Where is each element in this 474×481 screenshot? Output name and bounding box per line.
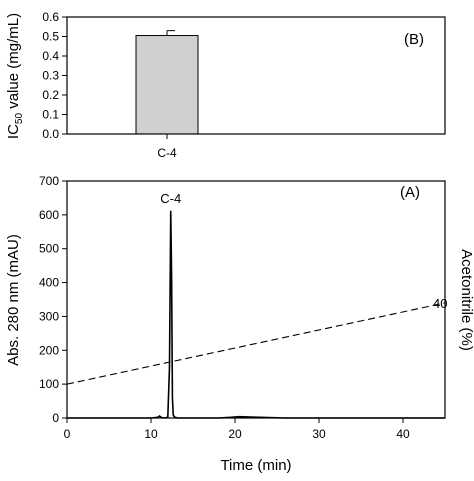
- panel-a-ytick-label: 300: [39, 309, 59, 323]
- panel-b-ylabel: IC50 value (mg/mL): [5, 13, 25, 139]
- panel-a-ylabel: Abs. 280 nm (mAU): [5, 234, 22, 366]
- panel-a-ytick-label: 700: [39, 174, 59, 188]
- panel-b-xticks: C-4: [157, 134, 177, 160]
- panel-a-xticks: 0 10 20 30 40: [64, 418, 410, 441]
- panel-a-label: (A): [400, 184, 420, 201]
- panel-a-frame: [66, 180, 446, 419]
- panel-a-ytick-label: 500: [39, 242, 59, 256]
- panel-a-xtick-label: 40: [396, 427, 410, 441]
- panel-b-bars: [135, 35, 199, 135]
- panel-a-y2label: Acetonitrile (%): [458, 249, 474, 351]
- panel-a: 0 100 200 300 400 500 600 700 0 10 20 30 40 (A) C-4…: [5, 174, 474, 474]
- panel-b: 0.0 0.1 0.2 0.3 0.4 0.5 0.6 C-4 (B) IC50 value…: [5, 10, 446, 160]
- panel-b-label: (B): [404, 31, 424, 48]
- panel-a-yticks: 0 100 200 300 400 500 600 700: [39, 174, 67, 425]
- panel-a-xtick-label: 20: [228, 427, 242, 441]
- panel-a-xtick-label: 0: [64, 427, 71, 441]
- panel-a-ytick-label: 200: [39, 343, 59, 357]
- panel-b-xtick-label: C-4: [157, 146, 177, 160]
- panel-a-lines: [66, 210, 446, 419]
- peak-label: C-4: [160, 191, 181, 206]
- panel-a-xtick-label: 10: [144, 427, 158, 441]
- panel-a-ytick-label: 100: [39, 377, 59, 391]
- absorbance-trace: [67, 210, 445, 419]
- panel-b-frame: [66, 16, 446, 135]
- panel-a-ytick-label: 0: [52, 411, 59, 425]
- panel-b-yticks: 0.0 0.1 0.2 0.3 0.4 0.5 0.6: [42, 10, 67, 141]
- bar: [135, 35, 199, 135]
- panel-b-ytick-label: 0.2: [42, 88, 59, 102]
- panel-a-ytick-label: 400: [39, 276, 59, 290]
- panel-a-ytick-label: 600: [39, 208, 59, 222]
- panel-b-ytick-label: 0.0: [42, 127, 59, 141]
- panel-b-ytick-label: 0.3: [42, 69, 59, 83]
- panel-a-xtick-label: 30: [312, 427, 326, 441]
- panel-b-ytick-label: 0.5: [42, 30, 59, 44]
- acetonitrile-end-label: 40: [433, 296, 447, 311]
- panel-b-ytick-label: 0.1: [42, 108, 59, 122]
- panel-a-xlabel: Time (min): [220, 457, 291, 474]
- panel-b-ytick-label: 0.4: [42, 49, 59, 63]
- panel-b-ytick-label: 0.6: [42, 10, 59, 24]
- panel-b-errorbars: [166, 30, 175, 36]
- acetonitrile-gradient-line: [66, 302, 446, 385]
